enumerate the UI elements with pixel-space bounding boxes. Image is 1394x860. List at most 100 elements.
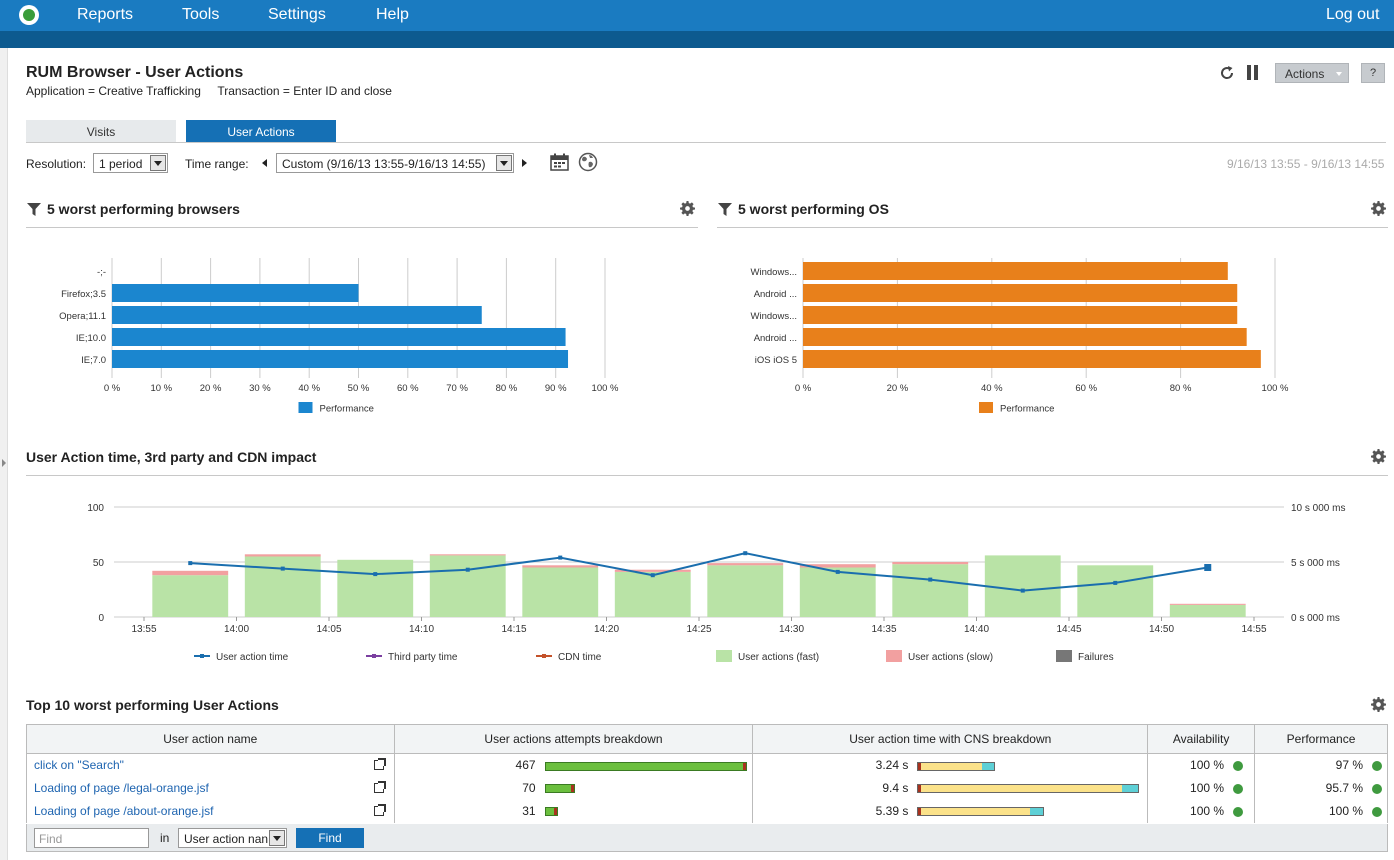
pause-icon[interactable]	[1246, 64, 1260, 81]
section-divider	[717, 227, 1388, 228]
x-tick-label: 14:45	[1056, 624, 1081, 635]
attempts-value: 31	[522, 804, 536, 818]
series-point	[558, 555, 563, 560]
legend-label: CDN time	[558, 652, 602, 663]
series-point	[928, 577, 933, 582]
time-value: 9.4 s	[882, 781, 909, 795]
time-value: 5.39 s	[875, 804, 909, 818]
status-ok-icon	[1372, 761, 1382, 772]
attempts-value: 467	[515, 758, 536, 773]
menu-tools[interactable]: Tools	[182, 6, 220, 23]
series-point	[1020, 588, 1025, 593]
bar-fast	[337, 559, 414, 617]
gear-icon[interactable]	[1371, 697, 1386, 712]
x-tick-label: 60 %	[397, 383, 419, 394]
legend-label: Performance	[320, 404, 374, 415]
tab-visits[interactable]: Visits	[26, 120, 176, 143]
bar	[803, 262, 1228, 280]
menu-settings[interactable]: Settings	[268, 6, 326, 23]
find-field-select[interactable]: User action nan	[178, 828, 287, 848]
x-tick-label: 60 %	[1075, 383, 1097, 394]
filter-icon[interactable]	[718, 203, 732, 216]
y-right-tick-label: 0 s 000 ms	[1291, 613, 1340, 624]
x-tick-label: 10 %	[150, 383, 172, 394]
bar-slow	[1169, 603, 1246, 605]
calendar-icon[interactable]	[550, 153, 569, 171]
table-row: Loading of page /legal-orange.jsf 70 9.4 s…	[26, 776, 1388, 800]
attempts-failed-segment	[570, 785, 574, 793]
time-bar	[917, 784, 1140, 794]
resolution-select[interactable]: 1 period	[93, 153, 168, 173]
time-range-select[interactable]: Custom (9/16/13 13:55-9/16/13 14:55)	[276, 153, 514, 173]
column-header[interactable]: User actions attempts breakdown	[393, 724, 754, 754]
y-category-label: -;-	[97, 267, 106, 278]
tab-user-actions[interactable]: User Actions	[186, 120, 336, 143]
actions-dropdown-button[interactable]: Actions	[1275, 63, 1349, 83]
column-header[interactable]: User action time with CNS breakdown	[752, 724, 1149, 754]
help-button[interactable]: ?	[1361, 63, 1385, 83]
x-tick-label: 14:25	[686, 624, 711, 635]
x-tick-label: 14:30	[779, 624, 804, 635]
status-ok-icon	[1372, 806, 1382, 817]
gear-icon[interactable]	[1371, 449, 1386, 464]
y-category-label: IE;10.0	[76, 333, 106, 344]
external-link-icon[interactable]	[373, 780, 386, 793]
logout-link[interactable]: Log out	[1326, 6, 1380, 23]
bar-slow	[892, 562, 969, 565]
side-collapse-strip[interactable]	[0, 48, 8, 860]
time-value: 3.24 s	[875, 758, 909, 773]
series-point	[280, 566, 285, 571]
external-link-icon[interactable]	[373, 803, 386, 816]
x-tick-label: 14:35	[871, 624, 896, 635]
table-row: click on "Search" 467 3.24 s 100 % 97 %	[26, 753, 1388, 777]
x-tick-label: 14:10	[409, 624, 434, 635]
x-tick-label: 40 %	[298, 383, 320, 394]
bar-slow	[614, 569, 691, 572]
previous-period-icon[interactable]	[262, 159, 267, 167]
y-category-label: Opera;11.1	[59, 311, 106, 322]
filter-icon[interactable]	[27, 203, 41, 216]
column-header[interactable]: User action name	[26, 724, 395, 754]
action-name-link[interactable]: Loading of page /about-orange.jsf	[34, 804, 214, 818]
x-tick-label: 14:55	[1241, 624, 1266, 635]
column-header[interactable]: Performance	[1254, 724, 1388, 754]
menu-reports[interactable]: Reports	[77, 6, 134, 23]
expand-arrow-icon[interactable]	[2, 459, 6, 467]
refresh-icon[interactable]	[1218, 64, 1236, 82]
bar-fast	[1077, 565, 1154, 617]
bar	[803, 328, 1247, 346]
table-row: Loading of page /about-orange.jsf 31 5.39 …	[26, 799, 1388, 823]
gear-icon[interactable]	[1371, 201, 1386, 216]
in-label: in	[160, 831, 170, 845]
find-field-value: User action nan	[184, 832, 269, 846]
performance-cell: 95.7 %	[1254, 776, 1388, 800]
app-logo-icon[interactable]	[19, 5, 39, 25]
bar-fast	[152, 575, 229, 617]
globe-icon[interactable]	[578, 152, 598, 172]
find-input[interactable]: Find	[34, 828, 149, 848]
next-period-icon[interactable]	[522, 159, 527, 167]
action-name-link[interactable]: Loading of page /legal-orange.jsf	[34, 781, 209, 795]
chevron-down-icon[interactable]	[496, 155, 512, 171]
chevron-down-icon[interactable]	[269, 830, 285, 846]
time-cell: 9.4 s	[752, 776, 1149, 800]
external-link-icon[interactable]	[373, 758, 386, 770]
bar-fast	[707, 565, 784, 617]
series-point	[373, 572, 378, 577]
y-category-label: iOS iOS 5	[755, 355, 797, 366]
action-name-link[interactable]: click on "Search"	[34, 758, 124, 773]
bar-fast	[984, 555, 1061, 617]
gear-icon[interactable]	[680, 201, 695, 216]
legend-swatch	[716, 650, 732, 662]
series-point	[743, 551, 748, 556]
status-ok-icon	[1233, 761, 1244, 772]
bar	[112, 306, 482, 324]
time-cdn-segment	[1122, 785, 1139, 793]
menu-help[interactable]: Help	[376, 6, 409, 23]
find-button[interactable]: Find	[296, 828, 364, 848]
bar-slow	[429, 554, 506, 556]
bar-fast	[892, 564, 969, 617]
top10-table-title: Top 10 worst performing User Actions	[26, 697, 279, 713]
chevron-down-icon[interactable]	[150, 155, 166, 171]
column-header[interactable]: Availability	[1147, 724, 1256, 754]
